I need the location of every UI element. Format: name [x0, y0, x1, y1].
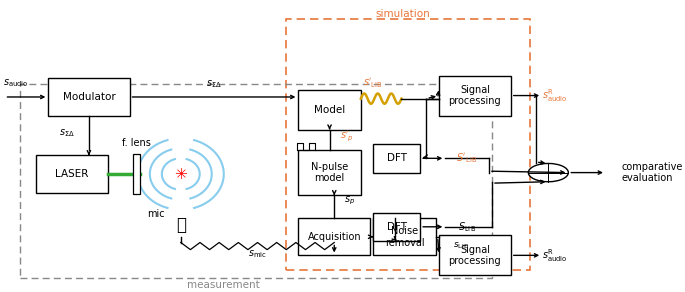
Text: $s^\mathrm{R}_\mathrm{audio}$: $s^\mathrm{R}_\mathrm{audio}$	[542, 87, 567, 104]
Text: Noise
removal: Noise removal	[385, 226, 425, 248]
Text: Signal
processing: Signal processing	[449, 244, 501, 266]
Circle shape	[528, 164, 569, 182]
Text: ✳: ✳	[175, 166, 187, 182]
Text: Modulator: Modulator	[62, 92, 115, 102]
Text: measurement: measurement	[187, 280, 260, 290]
FancyBboxPatch shape	[439, 235, 511, 275]
FancyBboxPatch shape	[298, 150, 361, 195]
FancyBboxPatch shape	[298, 218, 370, 255]
Text: DFT: DFT	[387, 153, 407, 163]
Text: $s_{\Sigma\Delta}$: $s_{\Sigma\Delta}$	[206, 78, 222, 90]
Text: $s'_\mathrm{LIB}$: $s'_\mathrm{LIB}$	[364, 76, 383, 90]
Text: simulation: simulation	[375, 9, 430, 19]
Text: N-pulse
model: N-pulse model	[311, 162, 348, 183]
Text: $s^\mathrm{R}_\mathrm{audio}$: $s^\mathrm{R}_\mathrm{audio}$	[542, 247, 567, 264]
FancyBboxPatch shape	[48, 79, 129, 116]
Text: DFT: DFT	[387, 222, 407, 232]
FancyBboxPatch shape	[439, 76, 511, 116]
Text: $S'_\mathrm{LIB}$: $S'_\mathrm{LIB}$	[456, 152, 477, 165]
Text: mic: mic	[147, 209, 165, 219]
FancyBboxPatch shape	[373, 144, 420, 173]
Text: $s_{\Sigma\Delta}$: $s_{\Sigma\Delta}$	[59, 127, 75, 138]
FancyBboxPatch shape	[298, 90, 361, 130]
Text: $s_\mathrm{audio}$: $s_\mathrm{audio}$	[3, 77, 29, 88]
Text: f. lens: f. lens	[122, 138, 151, 148]
FancyBboxPatch shape	[373, 213, 420, 241]
Text: $s'_p$: $s'_p$	[340, 130, 354, 144]
Text: Acquisition: Acquisition	[308, 232, 361, 242]
Text: Model: Model	[314, 105, 345, 115]
Text: Signal
processing: Signal processing	[449, 85, 501, 106]
FancyBboxPatch shape	[133, 154, 140, 194]
Text: $s_p$: $s_p$	[345, 195, 356, 207]
FancyBboxPatch shape	[373, 218, 436, 255]
FancyBboxPatch shape	[36, 155, 108, 192]
Text: 🎙: 🎙	[176, 216, 186, 234]
Text: $S_\mathrm{LIB}$: $S_\mathrm{LIB}$	[458, 220, 476, 234]
Text: $s_\mathrm{mic}$: $s_\mathrm{mic}$	[248, 248, 267, 260]
Text: $s_\mathrm{LIB}$: $s_\mathrm{LIB}$	[453, 240, 469, 251]
Text: LASER: LASER	[55, 169, 88, 179]
Text: comparative
evaluation: comparative evaluation	[621, 162, 683, 183]
